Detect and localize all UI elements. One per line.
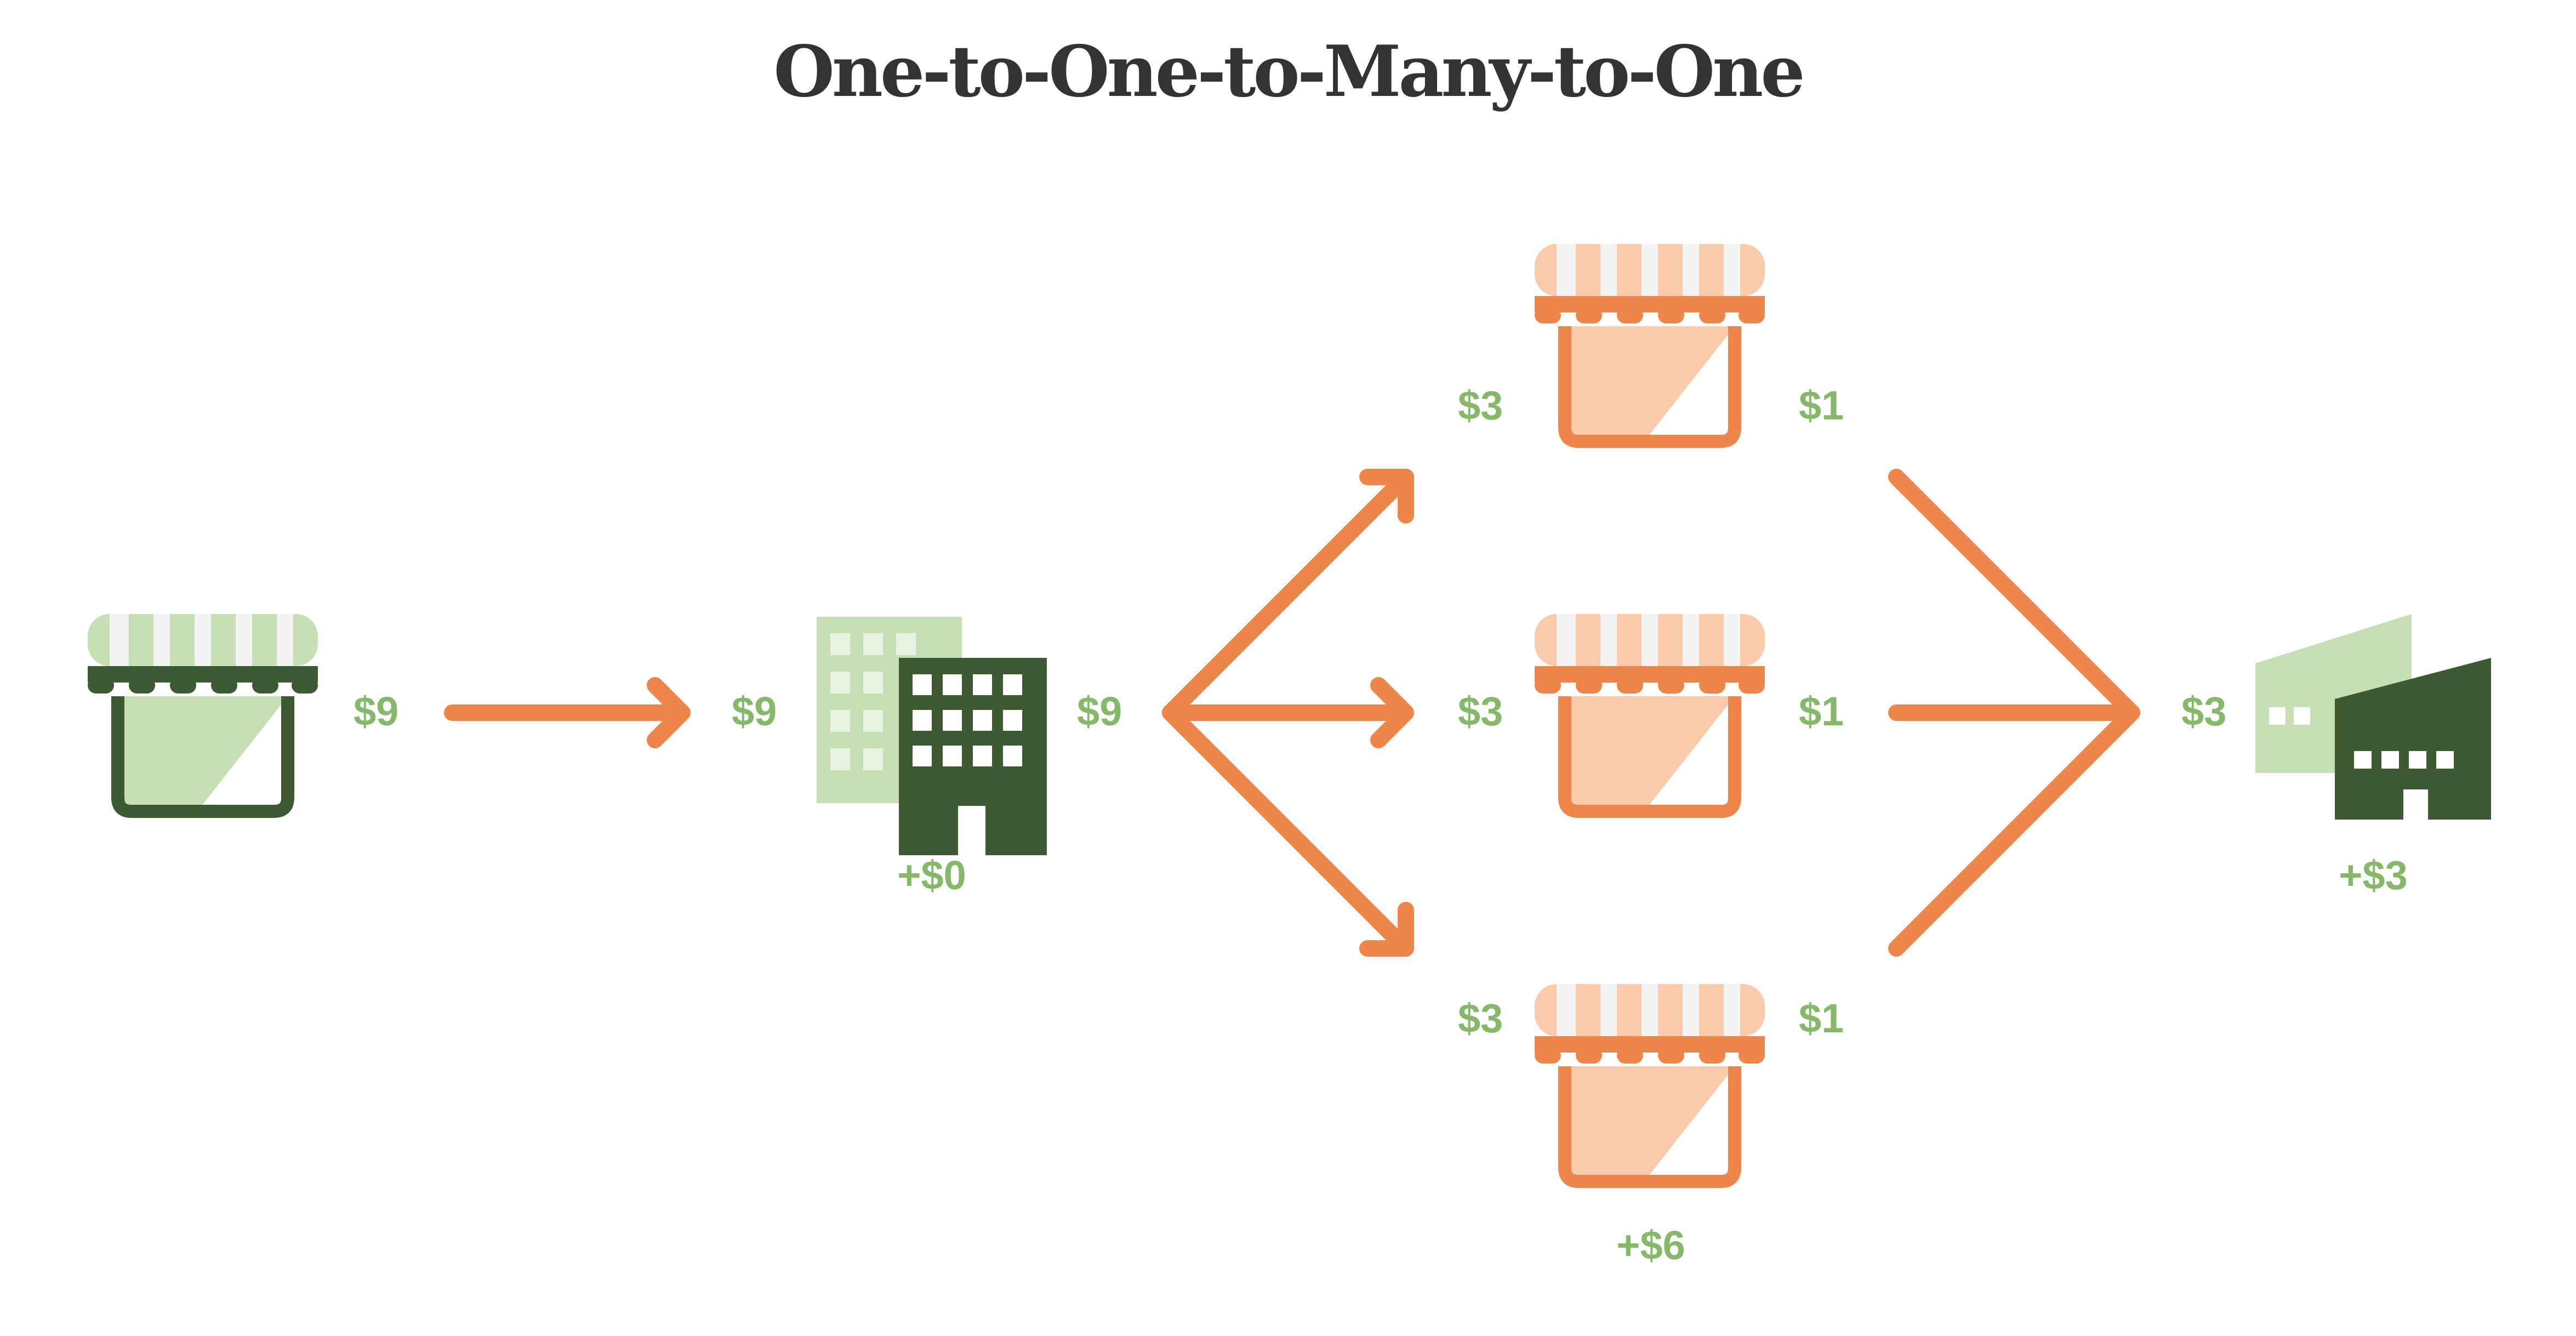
- source-storefront-icon: [88, 614, 318, 818]
- factory-gain-value: +$3: [2339, 852, 2408, 898]
- retail-storefront-icon: [1535, 614, 1765, 818]
- factory-icon: [2255, 614, 2491, 820]
- diagram-title: One-to-One-to-Many-to-One: [773, 31, 1802, 113]
- arrow-office-to-bottom-store: [1162, 704, 1414, 957]
- factory-in-value: $3: [2181, 689, 2226, 734]
- store-2-out-value: $1: [1799, 689, 1844, 734]
- arrow-office-to-top-store: [1162, 469, 1414, 721]
- source-out-value: $9: [354, 689, 398, 734]
- arrow-source-to-office: [444, 677, 691, 748]
- store-3-out-value: $1: [1799, 996, 1844, 1041]
- office-gain-value: +$0: [897, 852, 966, 898]
- store-3-in-value: $3: [1458, 996, 1503, 1041]
- store-2-in-value: $3: [1458, 689, 1503, 734]
- store-1-out-value: $1: [1799, 383, 1844, 428]
- arrows-stores-to-factory: [1888, 469, 2140, 957]
- retail-gain-value: +$6: [1616, 1223, 1685, 1268]
- office-in-value: $9: [732, 689, 777, 734]
- retail-storefront-icon: [1535, 984, 1765, 1188]
- retail-storefront-icon: [1535, 244, 1765, 448]
- arrow-office-to-middle-store: [1162, 677, 1414, 748]
- store-1-in-value: $3: [1458, 383, 1503, 428]
- office-out-value: $9: [1077, 689, 1122, 734]
- office-buildings-icon: [817, 617, 1047, 855]
